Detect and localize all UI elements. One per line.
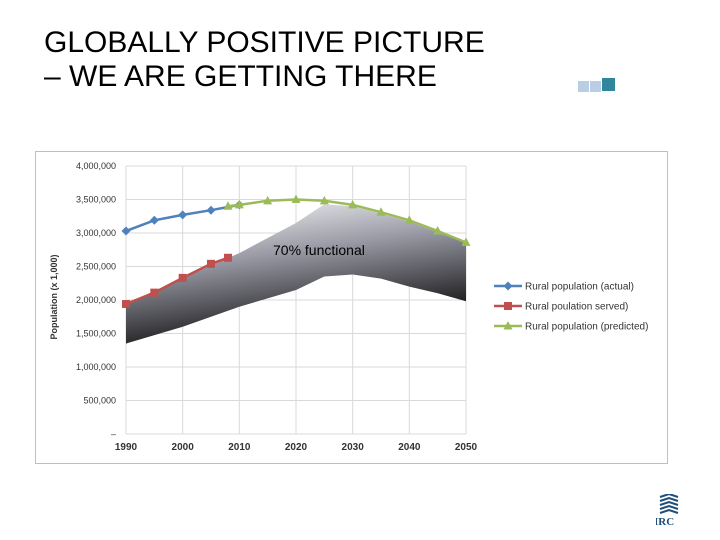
logo-stripe <box>659 504 679 510</box>
data-point <box>433 225 443 235</box>
x-tick-label: 2020 <box>285 442 308 453</box>
legend-label: Rural population (predicted) <box>525 322 648 333</box>
data-point <box>178 273 187 282</box>
data-point <box>234 199 244 209</box>
y-tick-label: 500,000 <box>83 396 116 406</box>
series-2 <box>122 253 232 309</box>
data-point <box>149 215 159 225</box>
legend-marker <box>503 321 513 330</box>
x-tick-label: 2050 <box>455 442 478 453</box>
deco-square-2 <box>590 81 601 92</box>
legend-item-3: Rural population (predicted) <box>494 321 648 333</box>
slide-title-line-1: GLOBALLY POSITIVE PICTURE <box>44 26 485 59</box>
population-chart: – 500,000 1,000,000 1,500,000 2,000,000 2,500… <box>49 161 648 453</box>
y-tick-label: 1,000,000 <box>76 362 116 372</box>
legend-marker <box>504 302 512 310</box>
functional-annotation: 70% functional <box>273 242 365 258</box>
data-point <box>223 201 233 210</box>
logo-stripe <box>659 500 679 506</box>
data-point <box>224 253 232 262</box>
chart-legend: Rural population (actual) Rural poulation… <box>494 281 648 333</box>
x-tick-label: 1990 <box>115 442 138 453</box>
series-3 <box>223 194 471 246</box>
x-tick-label: 2040 <box>398 442 421 453</box>
data-point <box>178 210 188 220</box>
deco-square-1 <box>578 81 589 92</box>
legend-label: Rural poulation served) <box>525 302 628 313</box>
logo-stripe <box>659 508 679 514</box>
data-point <box>121 226 131 236</box>
data-point <box>291 194 301 203</box>
legend-item-2: Rural poulation served) <box>494 302 628 313</box>
y-tick-label: – <box>111 429 116 439</box>
y-tick-label: 2,000,000 <box>76 295 116 305</box>
x-tick-label: 2010 <box>228 442 251 453</box>
deco-square-3 <box>602 78 615 91</box>
data-point <box>348 199 358 209</box>
x-axis-ticks: 1990 2000 2010 2020 2030 2040 2050 <box>115 442 478 453</box>
irc-logo-text: IRC <box>656 516 674 528</box>
data-point <box>376 207 386 216</box>
legend-item-1: Rural population (actual) <box>494 281 634 293</box>
y-tick-label: 3,500,000 <box>76 195 116 205</box>
chart-frame: – 500,000 1,000,000 1,500,000 2,000,000 2,500… <box>35 151 668 464</box>
x-tick-label: 2000 <box>172 442 195 453</box>
irc-logo-mark <box>659 494 679 514</box>
y-tick-label: 4,000,000 <box>76 161 116 171</box>
legend-label: Rural population (actual) <box>525 282 634 293</box>
y-tick-label: 3,000,000 <box>76 228 116 238</box>
data-point <box>122 300 130 309</box>
slide-title: GLOBALLY POSITIVE PICTURE – WE ARE GETTI… <box>44 26 485 94</box>
data-point <box>263 195 273 205</box>
data-point <box>404 215 414 224</box>
slide-title-line-2: – WE ARE GETTING THERE <box>44 60 437 93</box>
y-tick-label: 1,500,000 <box>76 329 116 339</box>
y-axis-label: Population (x 1,000) <box>49 254 59 339</box>
data-point <box>207 259 215 268</box>
data-point <box>319 195 329 205</box>
legend-marker <box>503 281 513 291</box>
x-tick-label: 2030 <box>342 442 365 453</box>
logo-stripe <box>659 496 679 502</box>
y-tick-label: 2,500,000 <box>76 262 116 272</box>
logo-stripe <box>659 494 679 498</box>
functional-band <box>126 204 466 344</box>
data-point <box>461 237 471 246</box>
series-line <box>227 198 467 244</box>
data-point <box>206 205 216 215</box>
irc-logo: IRC <box>656 494 679 528</box>
y-axis-ticks: – 500,000 1,000,000 1,500,000 2,000,000 2,500… <box>76 161 116 439</box>
series-1 <box>121 200 244 236</box>
data-point <box>150 288 159 297</box>
chart-series <box>121 194 471 309</box>
